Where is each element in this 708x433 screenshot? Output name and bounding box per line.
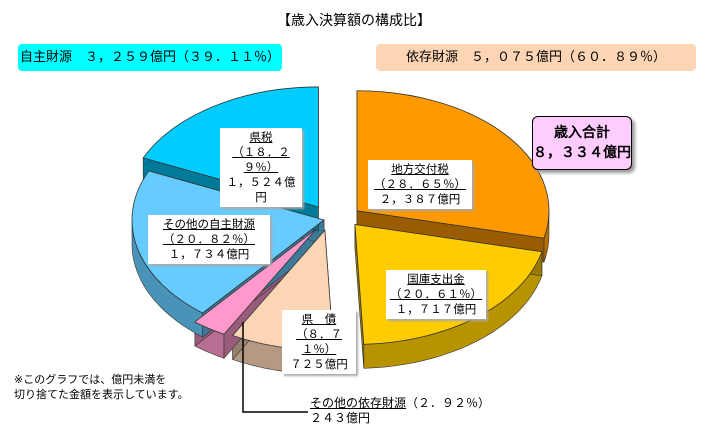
slice-percent: （８．７１％） [296,327,342,356]
footnote: ※このグラフでは、億円未満を 切り捨てた金額を表示しています。 [14,372,189,402]
slice-percent: （１８．２９％） [232,145,290,174]
slice-label-other-dep: その他の依存財源（２．９２％） ２４３億円 [310,396,490,426]
slice-name: その他の依存財源 [310,396,407,410]
slice-percent: （２．９２％） [406,396,491,410]
slice-percent: （２８．６５％） [374,177,466,191]
slice-amount: ７２５億円 [290,357,348,371]
slice-amount: ２，３８７億円 [379,192,461,206]
slice-label-other-own: その他の自主財源 （２０．８２％） １，７３４億円 [148,215,270,264]
pie-slice-other_dep [194,228,317,335]
slice-name: 県 債 [301,312,337,326]
footnote-line: ※このグラフでは、億円未満を [14,373,167,386]
slice-amount: ２４３億円 [310,411,371,425]
own-revenue-banner: 自主財源 ３，２５９億円（３９．１１％） [18,44,282,71]
slice-name: 国庫支出金 [407,272,465,286]
slice-label-kenzei: 県税 （１８．２９％） １，５２４億円 [220,128,302,207]
leader-line-other-dep [242,322,308,413]
chart-title: 【歳入決算額の構成比】 [277,13,431,29]
slice-name-percent: その他の依存財源（２．９２％） [310,396,490,411]
total-value: ８，３３４億円 [533,145,631,161]
total-revenue-box: 歳入合計 ８，３３４億円 [532,116,632,170]
slice-name: その他の自主財源 [163,217,255,231]
total-label: 歳入合計 [554,125,610,141]
slice-amount: １，７３４億円 [168,247,250,261]
slice-name: 県税 [249,130,273,144]
slice-percent: （２０．８２％） [163,232,255,246]
slice-amount: １，７１７億円 [395,302,477,316]
slice-name: 地方交付税 [391,162,449,176]
slice-label-chiho: 地方交付税 （２８．６５％） ２，３８７億円 [368,160,472,209]
dependent-revenue-banner: 依存財源 ５，０７５億円（６０．８９％） [376,44,696,71]
slice-amount: １，５２４億円 [226,175,296,204]
slice-percent: （２０．６１％） [390,287,482,301]
slice-label-kokko: 国庫支出金 （２０．６１％） １，７１７億円 [386,270,486,319]
footnote-line: 切り捨てた金額を表示しています。 [14,388,189,401]
slice-label-kensai: 県 債 （８．７１％） ７２５億円 [282,310,356,374]
